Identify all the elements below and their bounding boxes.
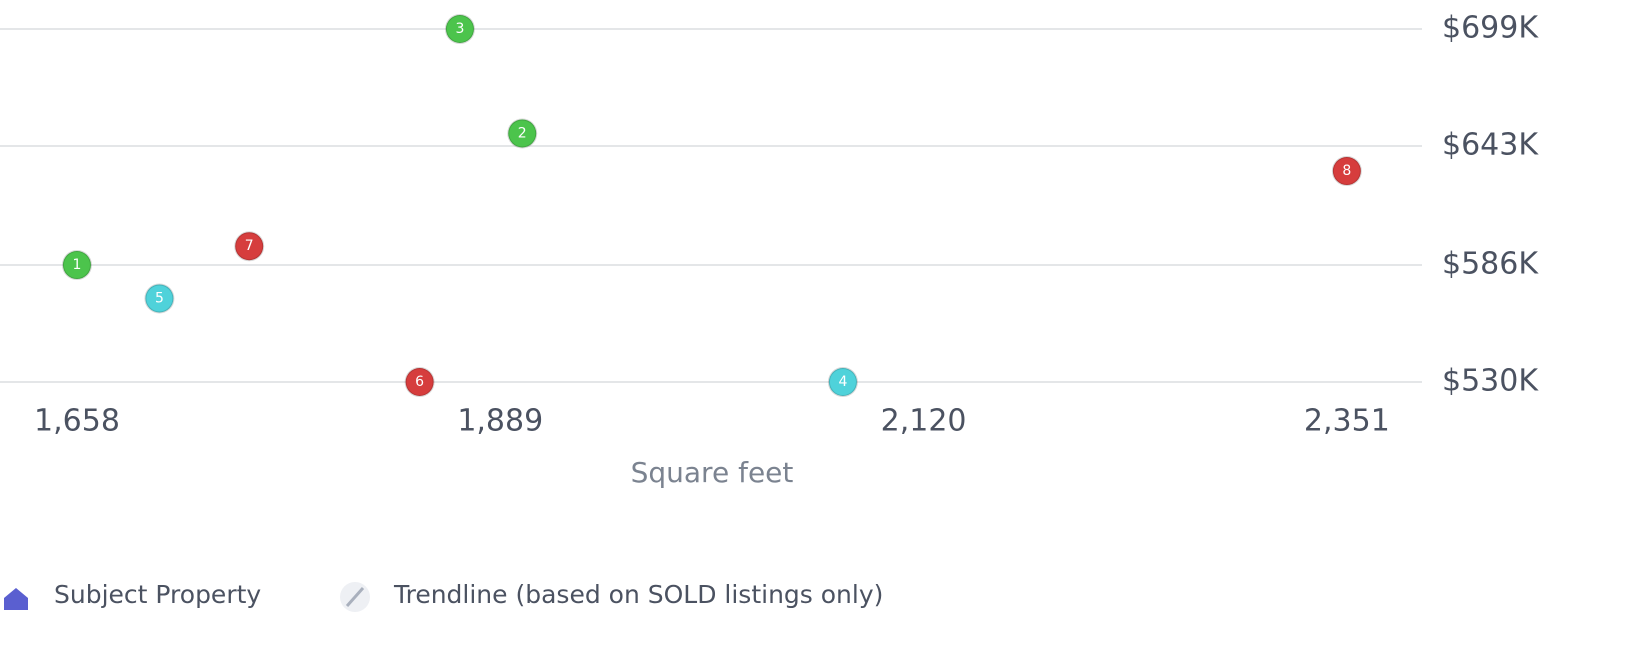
y-tick-label: $699K	[1442, 11, 1539, 46]
point	[404, 367, 435, 397]
x-tick-label: 2,120	[881, 404, 967, 439]
y-tick-label: $530K	[1442, 364, 1539, 399]
x-tick-label: 1,658	[34, 404, 120, 439]
point	[827, 367, 858, 397]
x-tick-label: 2,351	[1304, 404, 1390, 439]
subject-icon	[4, 588, 28, 610]
point-label: 5	[155, 290, 164, 306]
point-label: 1	[73, 257, 82, 273]
point-label: 3	[455, 21, 464, 37]
point	[234, 231, 265, 262]
y-tick-label: $586K	[1442, 247, 1539, 282]
point	[61, 250, 92, 281]
point-label: 4	[838, 374, 847, 390]
point	[507, 118, 538, 149]
point	[444, 14, 475, 44]
trendline-icon	[345, 587, 365, 607]
point-label: 8	[1342, 163, 1351, 179]
legend-label: Trendline (based on SOLD listings only)	[393, 580, 883, 609]
x-axis-title: Square feet	[631, 456, 794, 489]
point-label: 6	[415, 374, 424, 390]
y-tick-label: $643K	[1442, 127, 1539, 162]
legend-label: Subject Property	[54, 580, 261, 609]
x-tick-label: 1,889	[457, 404, 543, 439]
point	[144, 283, 175, 314]
point-label: 7	[245, 238, 254, 254]
point	[1331, 156, 1362, 187]
point-label: 2	[518, 125, 527, 141]
